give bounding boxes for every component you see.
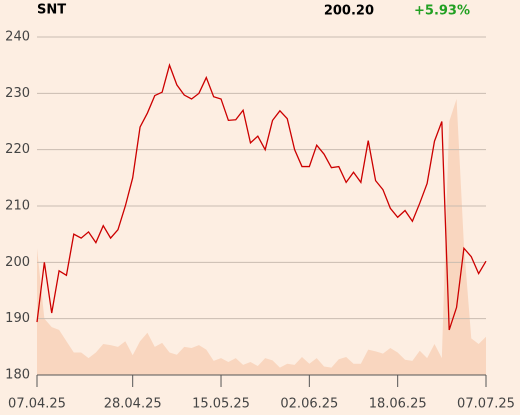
last-price: 200.20 [324,4,374,19]
y-tick-label: 200 [5,255,30,270]
x-tick-label: 07.04.25 [8,397,66,412]
y-tick-label: 220 [5,142,30,157]
x-tick-label: 18.06.25 [369,397,427,412]
y-tick-label: 230 [5,86,30,101]
price-line [36,63,487,331]
y-tick-label: 180 [5,368,30,383]
x-tick-label: 28.04.25 [104,397,162,412]
y-tick-label: 210 [5,199,30,214]
x-tick-label: 15.05.25 [192,397,250,412]
x-tick-label: 02.06.25 [280,397,338,412]
y-tick-label: 240 [5,30,30,45]
price-change: +5.93% [414,4,470,19]
x-tick-label: 07.07.25 [457,397,515,412]
ticker: SNT [37,3,66,18]
y-tick-label: 190 [5,311,30,326]
volume-area [37,98,486,375]
